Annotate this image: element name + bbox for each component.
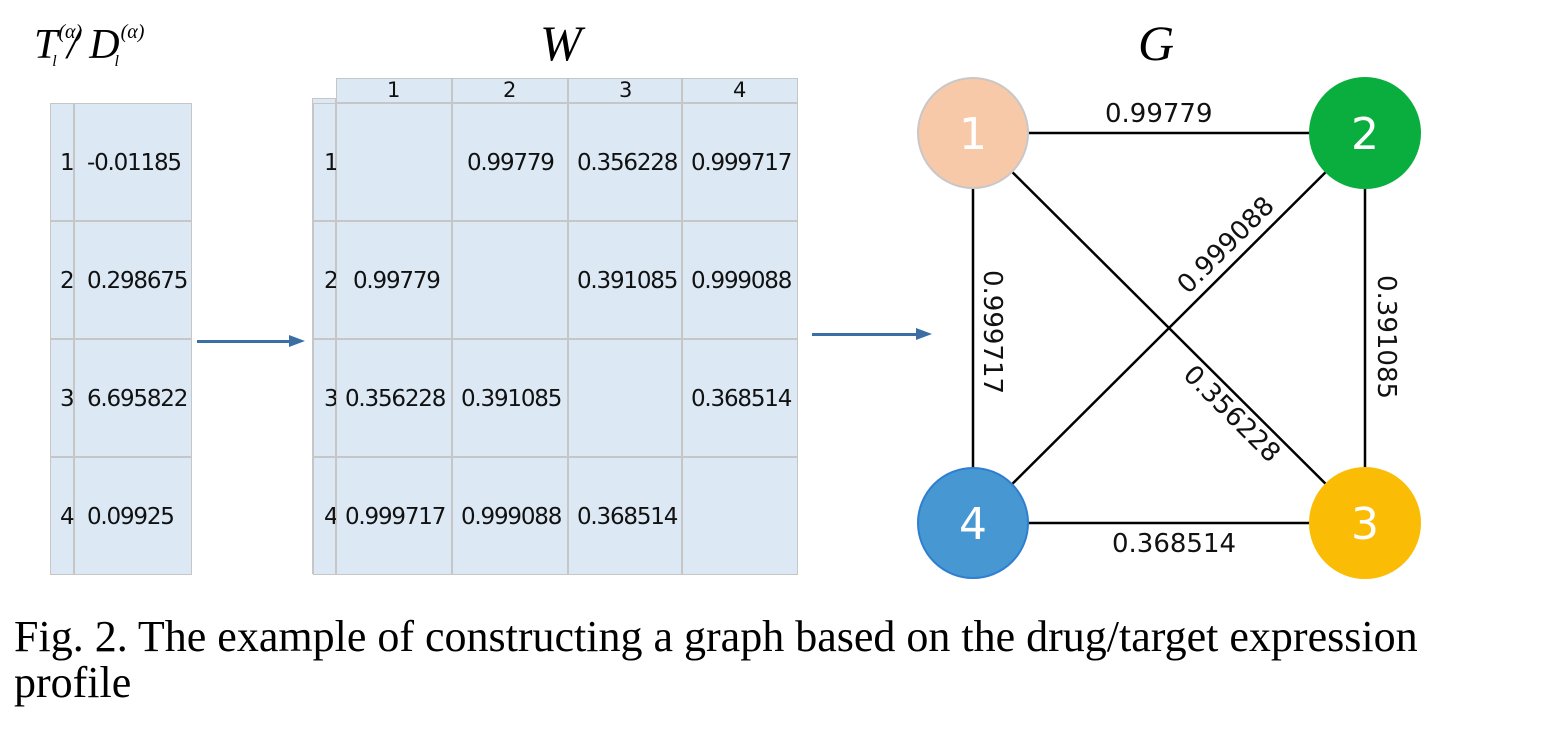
matrix-cell (336, 103, 452, 221)
matrix-row-header: 1 (313, 103, 339, 221)
svg-text:4: 4 (959, 499, 987, 550)
matrix-cell: 0.356228 (568, 103, 682, 221)
edge-1-3 (972, 132, 1366, 524)
arrow-matrix-to-graph (812, 328, 937, 342)
vector-table: 1 -0.01185 2 0.298675 3 6.695822 4 0.099… (50, 103, 192, 575)
matrix-cell: 0.368514 (568, 457, 682, 575)
arrow-vector-to-matrix (197, 335, 307, 349)
matrix-column-header: 1 (336, 78, 452, 103)
similarity-matrix: 1 2 3 4 1 0.99779 0.356228 0.999717 2 0.… (312, 78, 798, 575)
matrix-cell: 0.99779 (336, 221, 452, 339)
graph-title: G (1138, 15, 1175, 71)
matrix-cell (452, 221, 568, 339)
vector-value-cell: 0.09925 (74, 457, 192, 575)
graph-node-3: 3 (1309, 467, 1421, 579)
edge-label-1-4: 0.999717 (977, 270, 1007, 394)
edge-label-2-3: 0.391085 (1371, 275, 1401, 399)
matrix-row-header: 4 (313, 457, 339, 575)
matrix-cell: 0.999717 (336, 457, 452, 575)
vector-index-cell: 4 (50, 457, 75, 575)
edge-label-4-3: 0.368514 (1112, 529, 1236, 559)
vector-value-cell: -0.01185 (74, 103, 192, 221)
matrix-column-header: 3 (568, 78, 682, 103)
matrix-cell: 0.999088 (452, 457, 568, 575)
figure-caption: Fig. 2. The example of constructing a gr… (14, 612, 1418, 707)
matrix-cell: 0.999717 (682, 103, 798, 221)
matrix-row-header: 3 (313, 339, 339, 457)
matrix-cell (682, 457, 798, 575)
matrix-cell: 0.368514 (682, 339, 798, 457)
vector-index-cell: 2 (50, 221, 75, 339)
svg-text:2: 2 (1351, 109, 1379, 160)
edge-label-1-2: 0.99779 (1105, 99, 1213, 129)
edge-label-4-2: 0.999088 (1172, 191, 1281, 300)
vector-index-cell: 1 (50, 103, 75, 221)
graph-node-1: 1 (917, 77, 1029, 189)
matrix-cell: 0.391085 (568, 221, 682, 339)
svg-text:1: 1 (959, 109, 987, 160)
matrix-cell: 0.999088 (682, 221, 798, 339)
edge-label-1-3: 0.356228 (1177, 360, 1286, 469)
matrix-title: W (540, 15, 582, 71)
graph-diagram: 0.99779 0.391085 0.368514 0.999717 0.999… (917, 77, 1421, 579)
matrix-cell (568, 339, 682, 457)
vector-index-cell: 3 (50, 339, 75, 457)
graph-node-2: 2 (1309, 77, 1421, 189)
vector-value-cell: 6.695822 (74, 339, 192, 457)
matrix-cell: 0.356228 (336, 339, 452, 457)
matrix-column-header: 2 (452, 78, 568, 103)
matrix-column-header: 4 (682, 78, 798, 103)
vector-value-cell: 0.298675 (74, 221, 192, 339)
vector-title: T(α)l / D(α)l (34, 21, 145, 70)
matrix-row-header: 2 (313, 221, 339, 339)
matrix-cell: 0.99779 (452, 103, 568, 221)
svg-text:3: 3 (1351, 499, 1379, 550)
matrix-cell: 0.391085 (452, 339, 568, 457)
graph-node-4: 4 (917, 467, 1029, 579)
